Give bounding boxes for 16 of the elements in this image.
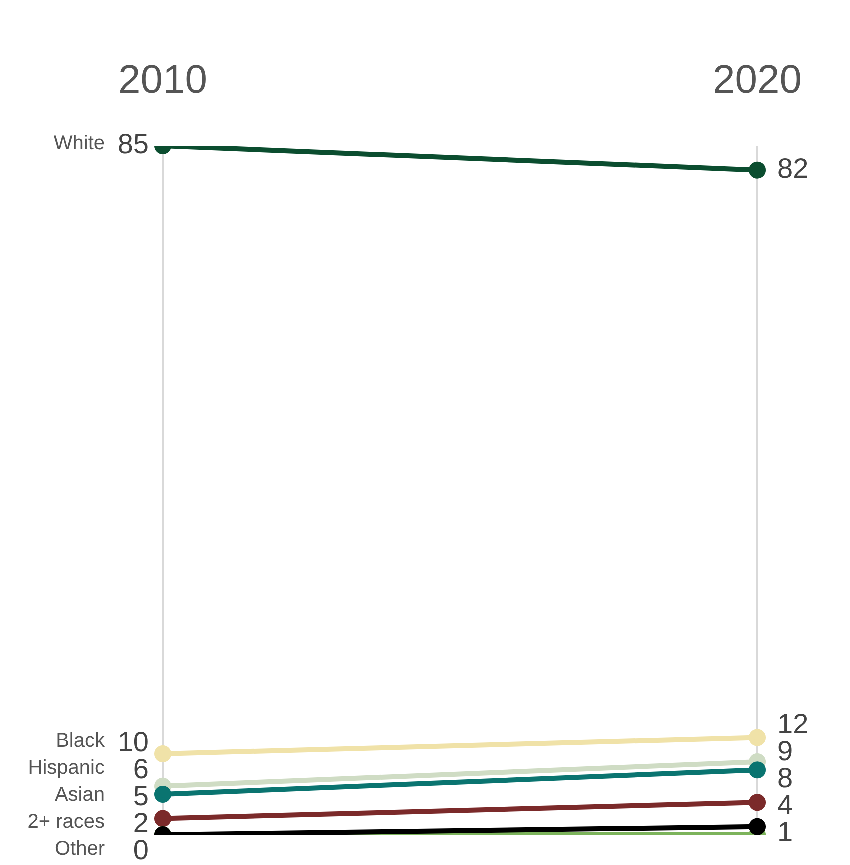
point <box>749 794 766 812</box>
text: 2+ races <box>28 811 105 834</box>
text: Hispanic <box>28 757 105 780</box>
x-tick-label: 2020 <box>713 58 802 102</box>
point <box>154 810 172 828</box>
data-label: 85 <box>118 128 149 160</box>
text: Other <box>54 838 106 860</box>
x-tick-label: 2010 <box>118 58 208 102</box>
text: White <box>54 132 105 155</box>
point <box>154 786 172 803</box>
text: Black <box>56 730 106 752</box>
point <box>749 729 766 746</box>
data-label: 82 <box>778 153 809 184</box>
point <box>749 762 766 779</box>
point <box>154 745 172 762</box>
text: Asian <box>54 784 105 806</box>
